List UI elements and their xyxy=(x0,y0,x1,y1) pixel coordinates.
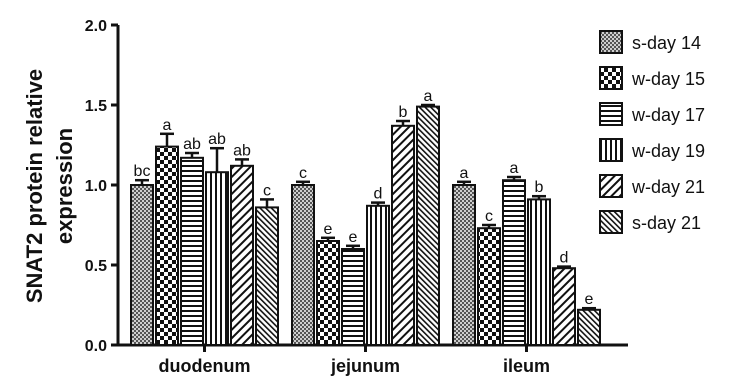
legend-swatch xyxy=(599,210,623,234)
y-tick-label: 1.0 xyxy=(85,178,107,195)
legend-label: s-day 21 xyxy=(632,213,701,233)
significance-letter: e xyxy=(324,221,333,238)
bar xyxy=(552,267,576,347)
y-axis-label-line-2: expression xyxy=(52,128,77,244)
significance-letter: ab xyxy=(183,136,201,153)
significance-letter: b xyxy=(399,104,408,121)
bar xyxy=(291,184,315,346)
significance-letter: c xyxy=(263,182,271,199)
bar xyxy=(577,308,601,346)
significance-letter: d xyxy=(374,186,383,203)
x-tick-label: jejunum xyxy=(330,356,400,376)
significance-letter: a xyxy=(460,165,469,182)
y-tick-label: 0.5 xyxy=(85,258,107,275)
bar xyxy=(527,198,551,346)
legend-label: w-day 21 xyxy=(631,177,705,197)
legend-swatch xyxy=(599,138,623,162)
legend-swatch xyxy=(599,174,623,198)
significance-letter: d xyxy=(560,250,569,267)
significance-letter: bc xyxy=(134,163,151,180)
bar xyxy=(155,145,179,346)
y-ticks: 0.0 0.5 1.0 1.5 2.0 xyxy=(85,18,118,355)
bar xyxy=(416,105,440,346)
y-tick-label: 1.5 xyxy=(85,98,107,115)
bar xyxy=(452,184,476,346)
bar xyxy=(205,171,229,346)
bar xyxy=(391,124,415,346)
x-tick-label: duodenum xyxy=(159,356,251,376)
significance-letter: b xyxy=(535,179,544,196)
significance-letter: ab xyxy=(233,142,251,159)
significance-letter: c xyxy=(485,208,493,225)
significance-letter: e xyxy=(585,291,594,308)
significance-letter: a xyxy=(424,88,433,105)
significance-letter: e xyxy=(349,229,358,246)
bar xyxy=(341,248,365,346)
legend-swatch xyxy=(599,30,623,54)
bar xyxy=(477,227,501,346)
significance-letter: ab xyxy=(208,131,226,148)
bar xyxy=(130,184,154,346)
significance-letter: c xyxy=(299,165,307,182)
legend: s-day 14 w-day 15 w-day 17 w-day 19 w-day 21… xyxy=(599,30,705,234)
bar xyxy=(502,179,526,346)
bar xyxy=(316,240,340,346)
legend-swatch xyxy=(599,102,623,126)
bar xyxy=(230,164,254,346)
y-axis-label: SNAT2 protein relative expression xyxy=(22,69,77,303)
bar xyxy=(255,206,279,346)
legend-swatch xyxy=(599,66,623,90)
significance-letter: a xyxy=(163,117,172,134)
legend-label: w-day 17 xyxy=(631,105,705,125)
y-axis-label-line-1: SNAT2 protein relative xyxy=(22,69,47,303)
y-tick-label: 2.0 xyxy=(85,18,107,35)
bar xyxy=(366,204,390,346)
bar xyxy=(180,156,204,346)
y-tick-label: 0.0 xyxy=(85,338,107,355)
error-bars xyxy=(135,103,596,310)
legend-label: w-day 19 xyxy=(631,141,705,161)
bars xyxy=(130,105,601,347)
x-tick-labels: duodenum jejunum ileum xyxy=(159,345,550,376)
significance-letter: a xyxy=(510,160,519,177)
x-tick-label: ileum xyxy=(503,356,550,376)
legend-label: s-day 14 xyxy=(632,33,701,53)
legend-label: w-day 15 xyxy=(631,69,705,89)
